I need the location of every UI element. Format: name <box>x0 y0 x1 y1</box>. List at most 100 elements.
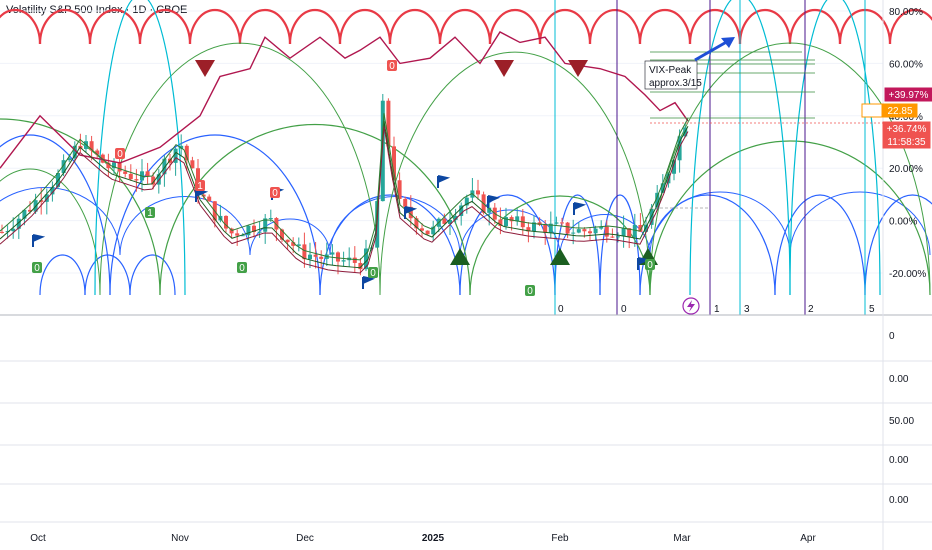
red-cycle-arc <box>388 8 442 45</box>
signal-badge-text: 0 <box>389 61 395 72</box>
candle-body <box>341 260 346 262</box>
candle-body <box>39 200 44 202</box>
candle-body <box>621 228 626 237</box>
blue-cycle-arc <box>639 194 776 296</box>
candle-body <box>50 186 55 195</box>
green-cycle-arc <box>0 168 101 296</box>
cyan-cycle-arc <box>789 0 881 296</box>
signal-badge <box>237 262 247 273</box>
blue-cycle-arc <box>559 214 651 256</box>
signal-badge <box>270 187 280 198</box>
candle-body <box>593 228 598 234</box>
candle-body <box>660 183 665 193</box>
candle-body <box>364 248 368 270</box>
candle-body <box>302 244 307 260</box>
vix-peak-annotation[interactable]: VIX-Peak approx.3/15 <box>644 37 735 90</box>
candle-body <box>509 217 514 222</box>
candle-body <box>448 219 452 224</box>
red-cycle-arc <box>188 8 242 45</box>
blue-cycle-arc <box>39 254 86 296</box>
signal-badge-text: 0 <box>527 286 533 297</box>
candle-body <box>644 224 648 232</box>
candle-body <box>257 231 262 233</box>
candle-body <box>386 100 391 147</box>
cycle-label: 0 <box>621 304 627 315</box>
candle-body <box>291 242 296 246</box>
x-tick-label: Nov <box>171 533 189 544</box>
blue-cycle-arc <box>84 254 131 296</box>
candle-body <box>117 162 122 172</box>
flag-icon <box>362 276 376 289</box>
candle-body <box>425 230 430 235</box>
ma-light-green <box>0 113 689 261</box>
price-badge-text: +39.97% <box>889 90 929 101</box>
buy-triangle <box>550 248 570 265</box>
signal-badge-text: 0 <box>117 149 123 160</box>
green-cycle-arc <box>379 51 651 296</box>
candle-body <box>67 158 72 161</box>
candle-body <box>296 244 301 246</box>
y-tick-label: 0.00% <box>889 217 917 228</box>
candle-body <box>576 229 581 233</box>
candle-body <box>11 228 16 232</box>
candle-body <box>123 171 128 174</box>
blue-cycle-arc <box>319 194 461 296</box>
red-cycle-arc <box>688 8 742 45</box>
candle-body <box>173 148 178 163</box>
candle-body <box>179 145 184 149</box>
candle-body <box>156 174 161 185</box>
red-cycle-arc <box>0 8 42 45</box>
signal-badge-text: 0 <box>370 268 376 279</box>
candle-body <box>487 207 492 213</box>
sell-triangle <box>195 60 215 77</box>
flag-icon <box>437 175 451 188</box>
price-badge-text: 22.85 <box>887 106 912 117</box>
candle-body <box>627 228 632 238</box>
signal-badge <box>645 259 655 270</box>
x-axis[interactable]: Oct Nov Dec 2025 Feb Mar Apr <box>0 521 932 544</box>
flag-icon <box>32 234 46 247</box>
signal-badge <box>115 148 125 159</box>
overlay-lines <box>0 31 815 274</box>
x-tick-label: Feb <box>551 533 569 544</box>
candle-body <box>397 180 402 199</box>
candle-body <box>72 145 77 159</box>
blue-cycle-arc <box>554 194 601 296</box>
flag-icon <box>573 202 587 215</box>
candle-body <box>151 176 156 185</box>
blue-cycle-arc <box>864 194 932 296</box>
price-badge-text: 11:58:35 <box>887 137 926 148</box>
candle-body <box>22 209 27 219</box>
candle-body <box>358 262 363 270</box>
candle-body <box>548 223 553 233</box>
cycle-label: 2 <box>808 304 814 315</box>
red-cycle-arc <box>588 8 642 45</box>
signal-badge-text: 0 <box>272 188 278 199</box>
candle-body <box>95 150 100 155</box>
red-cycle-arc <box>338 8 392 45</box>
candle-body <box>515 216 520 222</box>
candle-body <box>554 222 559 224</box>
signal-badge <box>525 285 535 296</box>
lower-panels: 0 0.00 50.00 0.00 0.00 <box>0 331 932 523</box>
buy-triangle <box>450 248 470 265</box>
candle-body <box>268 218 273 220</box>
x-tick-label: 2025 <box>422 533 445 544</box>
signal-badge <box>195 180 205 191</box>
flag-icon <box>487 195 501 208</box>
candle-body <box>229 228 234 234</box>
candle-body <box>184 145 189 161</box>
candle-body <box>571 232 576 234</box>
panel-value: 0.00 <box>889 455 909 466</box>
candle-body <box>408 206 413 219</box>
annotation-line2: approx.3/15 <box>649 78 702 89</box>
signal-badge <box>368 267 378 278</box>
sell-triangle <box>568 60 588 77</box>
candle-body <box>632 225 637 238</box>
candle-body <box>5 231 10 233</box>
x-tick-label: Oct <box>30 533 46 544</box>
panel-value: 50.00 <box>889 416 914 427</box>
candle-body <box>263 218 268 232</box>
candle-body <box>274 218 279 230</box>
